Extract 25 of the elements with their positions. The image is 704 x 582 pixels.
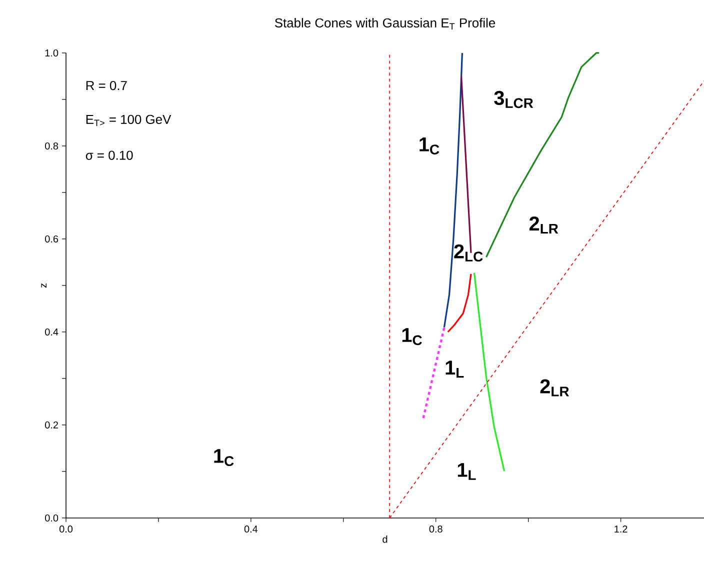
y-tick-label: 0.0 [45,514,58,522]
y-tick-label: 0.6 [45,235,58,243]
annotation: 1$_{C}$ [402,328,422,346]
y-tick-label: 0.4 [45,328,58,336]
x-tick-label: 0.0 [59,526,73,533]
x-axis-title: d [382,536,388,543]
x-tick-label: 1.2 [614,526,628,532]
y-axis-title: z [41,283,46,288]
y-tick-label: 1.0 [45,49,58,57]
annotation: 1$_{C}$ [420,138,440,154]
annotation: E$_{T>}$ = 100 GeV [86,114,172,126]
annotation: 1$_{L}$ [446,360,464,378]
x-tick-label: 0.8 [429,526,442,533]
x-tick-label: 0.4 [244,526,258,533]
chart-title: Stable Cones with Gaussian E$_{T}$ Profile [274,18,496,30]
annotation: 3$_{LCR}$ [494,90,534,108]
annotation: σ = 0.10 [86,150,133,160]
annotation: 1$_{C}$ [214,449,234,466]
annotation: 1$_{L}$ [458,463,476,480]
y-tick-label: 0.8 [45,142,58,150]
annotation: 2$_{LR}$ [529,216,558,234]
y-tick-label: 0.2 [45,421,58,429]
annotation: 2$_{LC}$ [454,244,483,262]
annotation: R = 0.7 [86,80,127,90]
annotation: 2$_{LR}$ [540,379,570,396]
